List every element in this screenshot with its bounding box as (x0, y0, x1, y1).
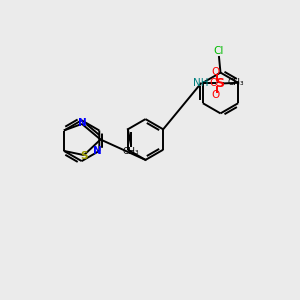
Text: N: N (94, 146, 102, 156)
Text: NH: NH (193, 78, 209, 88)
Text: S: S (80, 151, 88, 161)
Text: S: S (215, 77, 224, 90)
Text: Cl: Cl (214, 46, 224, 56)
Text: O: O (211, 90, 219, 100)
Text: N: N (77, 118, 86, 128)
Text: O: O (211, 67, 219, 77)
Text: CH₃: CH₃ (122, 147, 139, 156)
Text: O: O (209, 78, 218, 88)
Text: CH₃: CH₃ (227, 78, 244, 87)
Text: —: — (215, 78, 224, 87)
